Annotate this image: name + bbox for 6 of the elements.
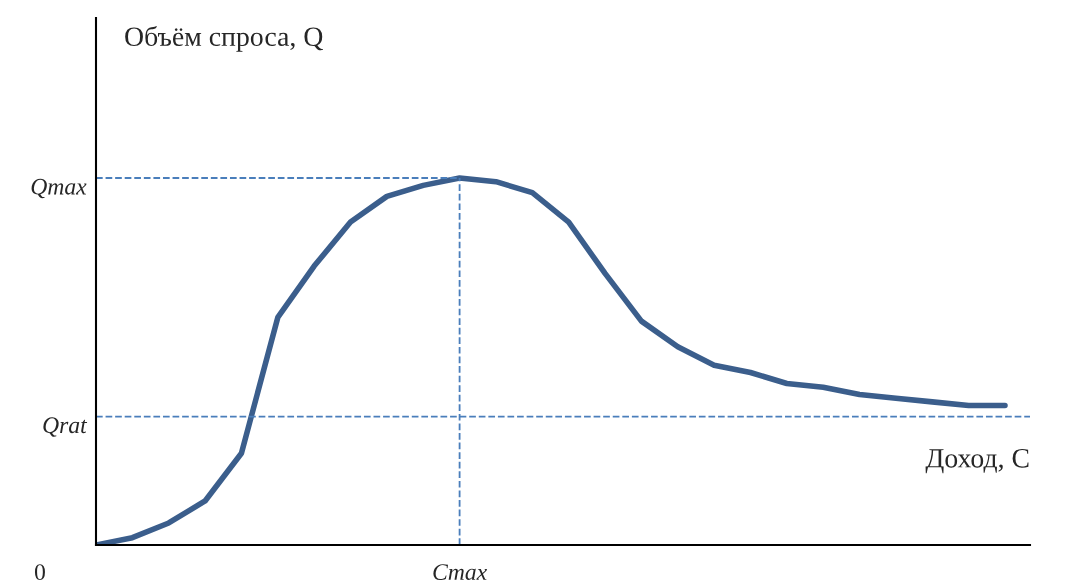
x-axis-title: Доход, C [925,448,1029,474]
y-axis-title: Объём спроса, Q [125,25,323,52]
ref-line-label: Qmax [31,178,87,199]
text: Cmax [433,564,487,581]
ref-line-label: Qrat [43,417,88,437]
text: 0 [34,564,45,581]
